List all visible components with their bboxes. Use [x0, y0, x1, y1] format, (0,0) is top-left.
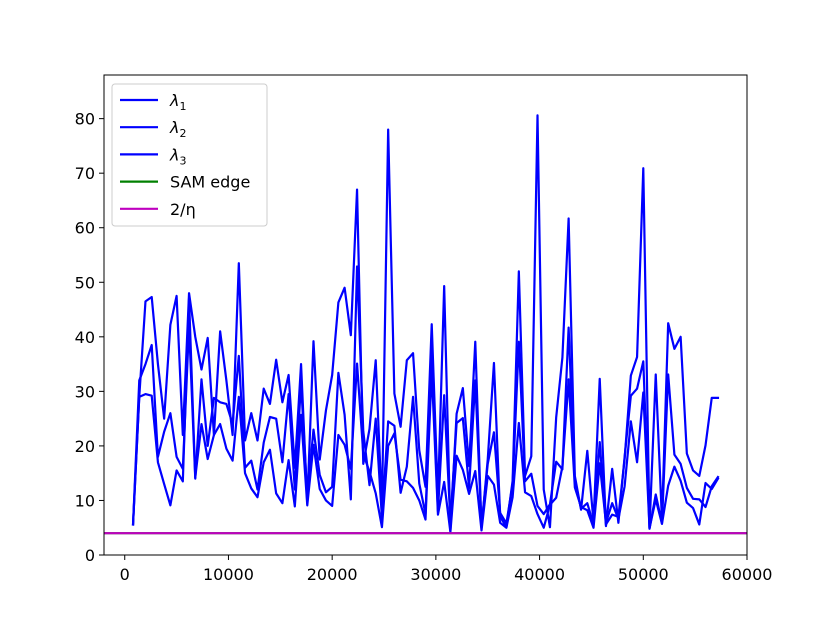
legend-label: λ1	[169, 91, 186, 113]
y-tick-label: 30	[75, 382, 95, 401]
x-tick-label: 0	[120, 565, 130, 584]
plot-area	[104, 114, 747, 535]
y-tick-label: 50	[75, 273, 95, 292]
legend-label: λ2	[169, 118, 186, 140]
y-tick-label: 0	[85, 546, 95, 565]
x-tick-label: 60000	[722, 565, 773, 584]
y-tick-label: 60	[75, 219, 95, 238]
axes-frame	[103, 74, 748, 556]
x-tick-label: 50000	[618, 565, 669, 584]
series-line-3	[131, 297, 720, 534]
x-tick-label: 30000	[410, 565, 461, 584]
x-tick-label: 40000	[514, 565, 565, 584]
legend-box	[111, 83, 268, 227]
legend-label: 2/η	[170, 200, 196, 219]
x-tick-label: 20000	[307, 565, 358, 584]
legend: λ1 λ2 λ3 SAM edge 2/η	[111, 83, 268, 227]
legend-label: λ3	[169, 145, 186, 167]
y-tick-label: 10	[75, 491, 95, 510]
y-tick-label: 80	[75, 110, 95, 129]
y-tick-label: 20	[75, 437, 95, 456]
y-tick-label: 40	[75, 328, 95, 347]
legend-label: SAM edge	[170, 173, 250, 192]
y-tick-label: 70	[75, 164, 95, 183]
axes: 0 10000 20000 30000 40000 50000 60000 0 10 20 30 40…	[75, 74, 773, 584]
x-tick-label: 10000	[203, 565, 254, 584]
